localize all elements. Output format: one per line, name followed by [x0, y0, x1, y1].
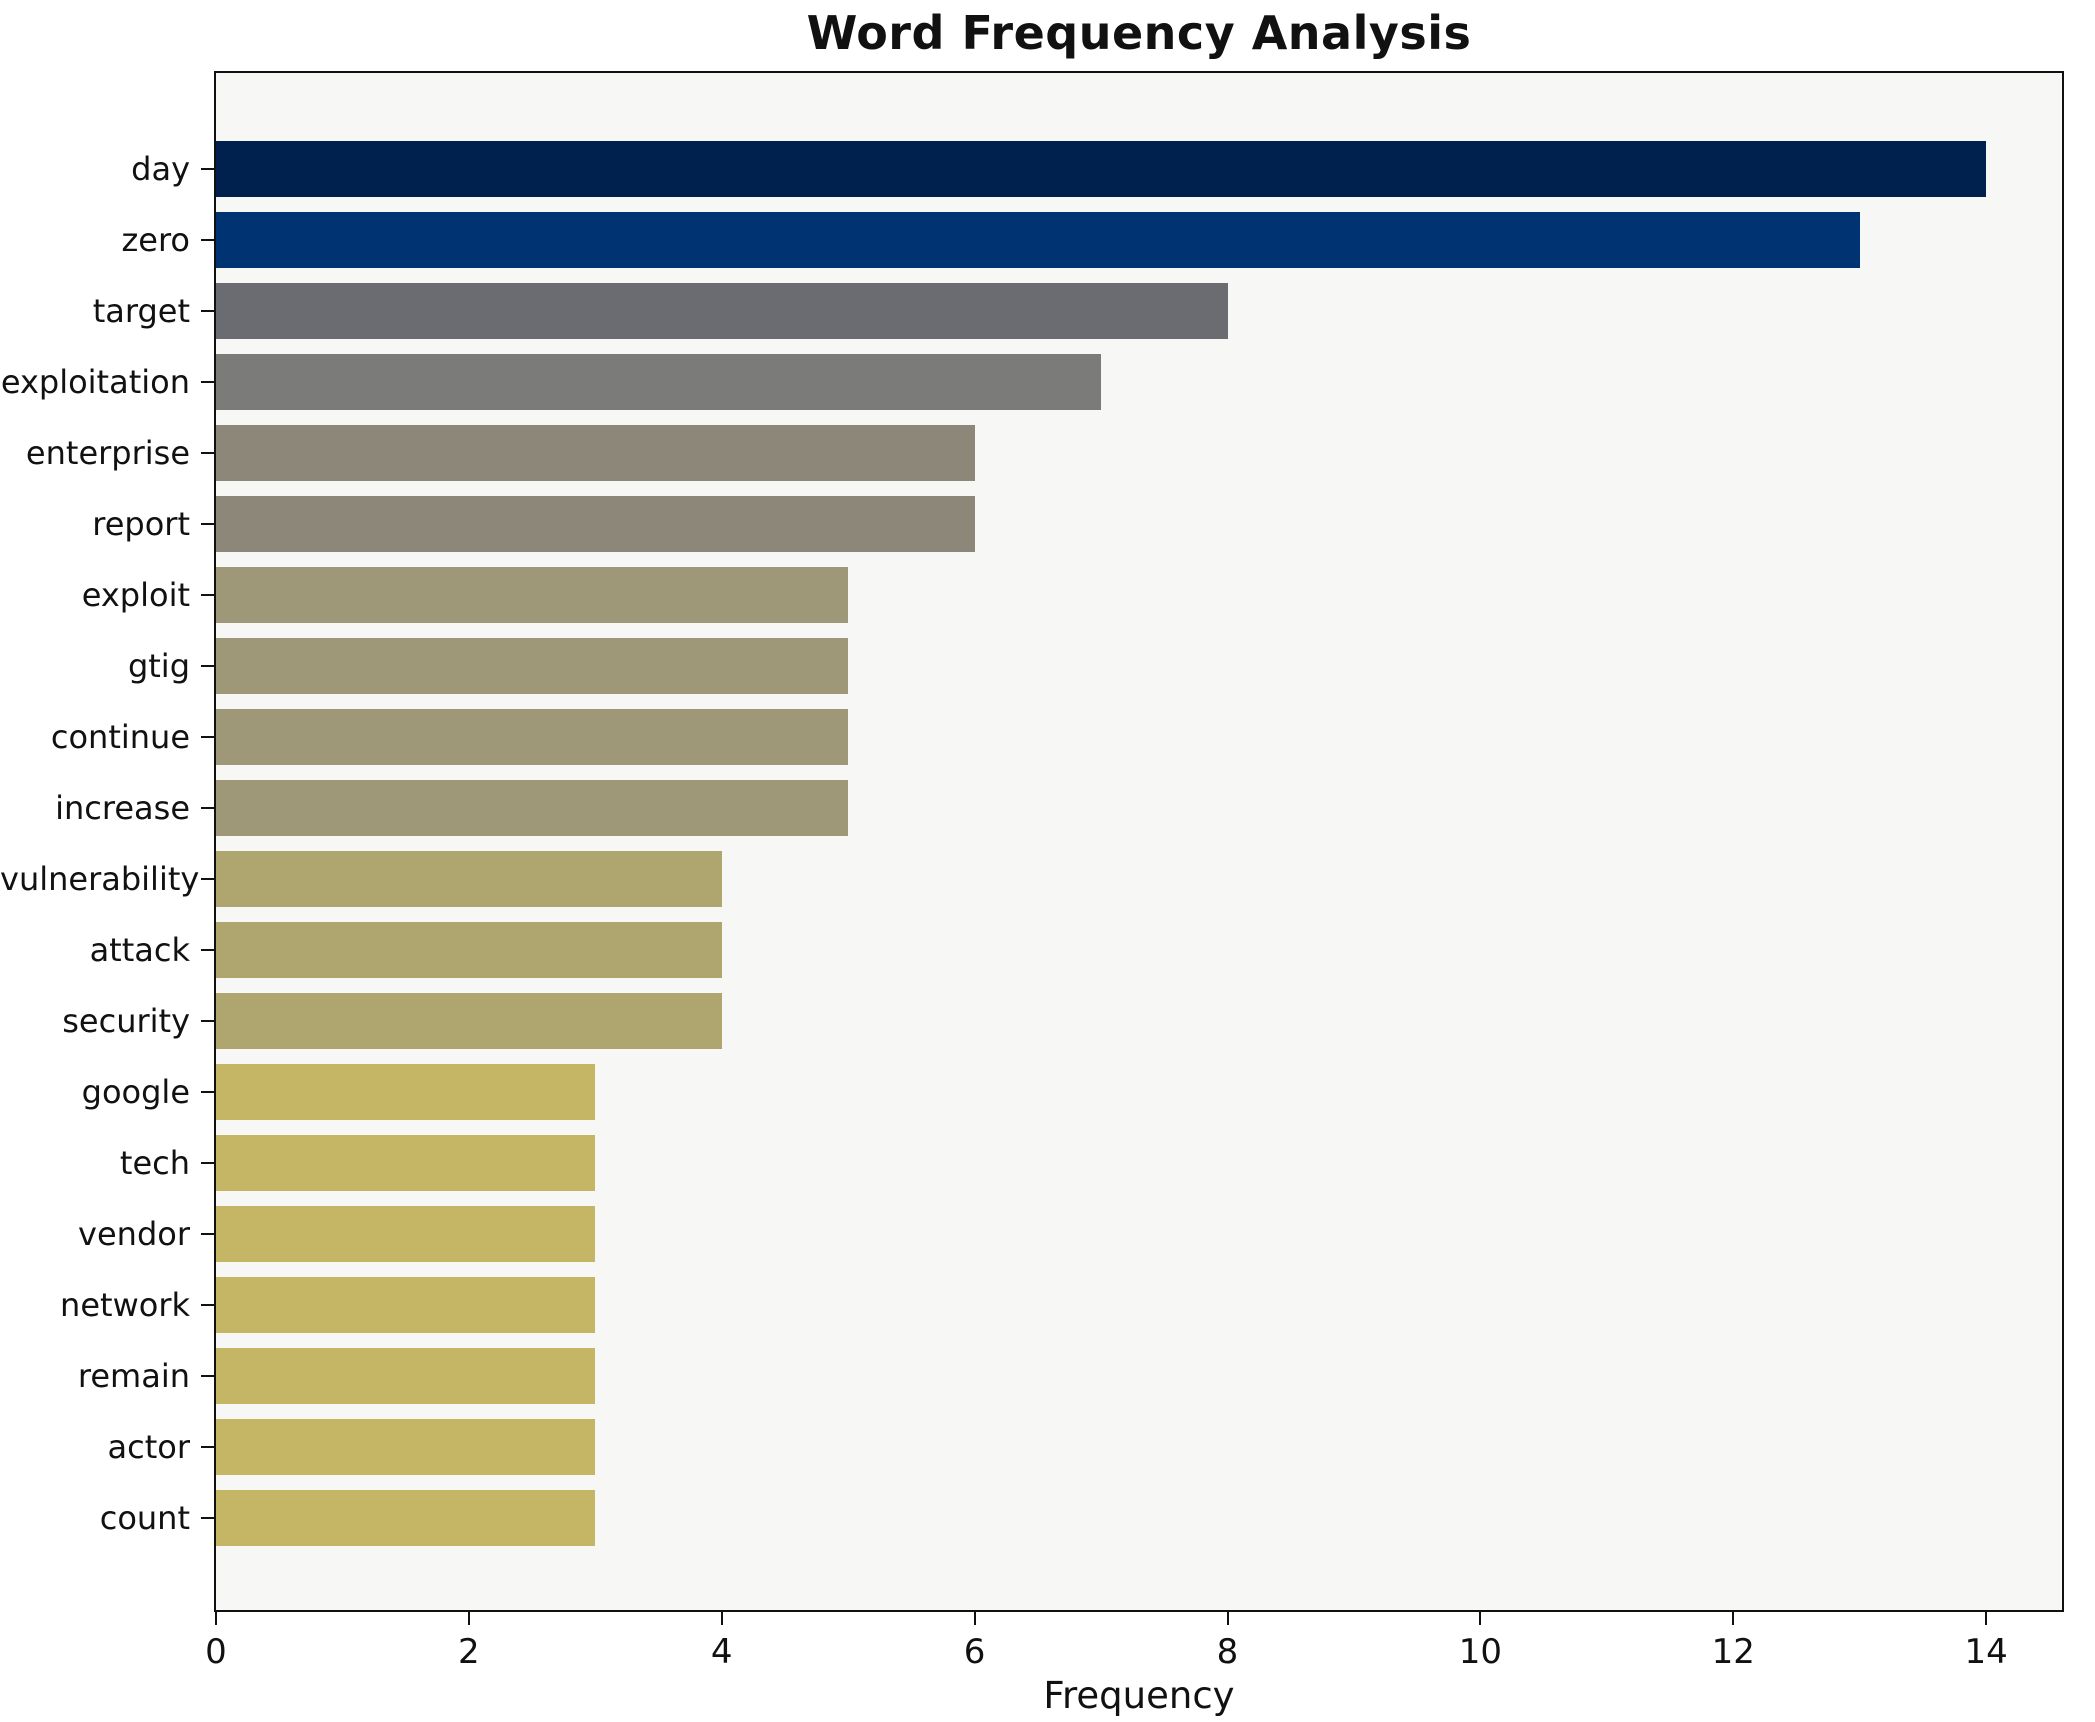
y-tick-label-zero: zero — [121, 221, 190, 259]
x-tick-label-10: 10 — [1458, 1632, 1502, 1672]
y-tick-label-attack: attack — [89, 931, 190, 969]
y-tick — [201, 736, 214, 738]
y-tick-label-actor: actor — [107, 1428, 190, 1466]
y-tick — [201, 1091, 214, 1093]
y-tick — [201, 523, 214, 525]
y-tick-label-increase: increase — [55, 789, 190, 827]
y-tick-label-report: report — [92, 505, 190, 543]
y-tick-label-tech: tech — [119, 1144, 190, 1182]
y-tick-label-continue: continue — [50, 718, 190, 756]
y-tick-label-vendor: vendor — [78, 1215, 190, 1253]
x-tick — [973, 1612, 976, 1625]
x-tick — [1732, 1612, 1735, 1625]
y-tick — [201, 310, 214, 312]
bar-security — [216, 993, 722, 1049]
bar-network — [216, 1277, 596, 1333]
y-tick-label-remain: remain — [77, 1357, 190, 1395]
y-tick — [201, 665, 214, 667]
y-tick — [201, 1517, 214, 1519]
y-tick-label-exploit: exploit — [81, 576, 190, 614]
bar-google — [216, 1064, 596, 1120]
x-tick-label-2: 2 — [458, 1632, 480, 1672]
x-tick — [215, 1612, 217, 1625]
bar-gtig — [216, 638, 849, 694]
bar-day — [216, 141, 1987, 197]
y-tick-label-enterprise: enterprise — [25, 434, 190, 472]
x-tick — [1985, 1612, 1988, 1625]
y-tick-label-vulnerability: vulnerability — [0, 860, 200, 898]
y-tick — [201, 452, 214, 454]
y-tick — [201, 239, 214, 241]
bar-increase — [216, 780, 849, 836]
y-tick — [201, 807, 214, 809]
x-tick-label-0: 0 — [205, 1632, 227, 1672]
chart-title: Word Frequency Analysis — [806, 6, 1472, 60]
plot-area — [214, 71, 2064, 1612]
bar-vendor — [216, 1206, 596, 1262]
x-tick-label-14: 14 — [1964, 1632, 2008, 1672]
bar-target — [216, 283, 1228, 339]
y-tick-label-target: target — [92, 292, 190, 330]
x-tick-label-6: 6 — [963, 1632, 986, 1672]
y-tick-label-google: google — [81, 1073, 190, 1111]
y-tick-label-count: count — [99, 1499, 190, 1537]
y-tick — [201, 1162, 214, 1164]
y-tick — [201, 1304, 214, 1306]
bar-attack — [216, 922, 722, 978]
bar-vulnerability — [216, 851, 722, 907]
x-tick-label-4: 4 — [710, 1632, 733, 1672]
y-tick-label-day: day — [131, 150, 190, 188]
x-tick-label-12: 12 — [1711, 1632, 1755, 1672]
y-tick — [201, 1233, 214, 1235]
y-tick-label-exploitation: exploitation — [0, 363, 190, 401]
x-axis-label: Frequency — [1043, 1674, 1235, 1717]
y-tick-label-gtig: gtig — [127, 647, 190, 685]
y-tick — [201, 381, 214, 383]
bar-exploitation — [216, 354, 1102, 410]
x-tick — [467, 1612, 470, 1625]
x-tick — [1479, 1612, 1482, 1625]
bar-enterprise — [216, 425, 975, 481]
y-tick-label-security: security — [62, 1002, 190, 1040]
x-tick — [720, 1612, 723, 1625]
x-tick-label-8: 8 — [1216, 1632, 1239, 1672]
bar-count — [216, 1490, 596, 1546]
bar-actor — [216, 1419, 596, 1475]
bar-continue — [216, 709, 849, 765]
bar-exploit — [216, 567, 849, 623]
y-tick — [201, 168, 214, 170]
y-tick-label-network: network — [60, 1286, 190, 1324]
y-tick — [201, 594, 214, 596]
y-tick — [201, 878, 214, 880]
bar-tech — [216, 1135, 596, 1191]
y-tick — [201, 949, 214, 951]
y-tick — [201, 1446, 214, 1448]
bar-remain — [216, 1348, 596, 1404]
y-tick — [201, 1020, 214, 1022]
x-tick — [1226, 1612, 1229, 1625]
bar-report — [216, 496, 975, 552]
y-tick — [201, 1375, 214, 1377]
bar-zero — [216, 212, 1860, 268]
